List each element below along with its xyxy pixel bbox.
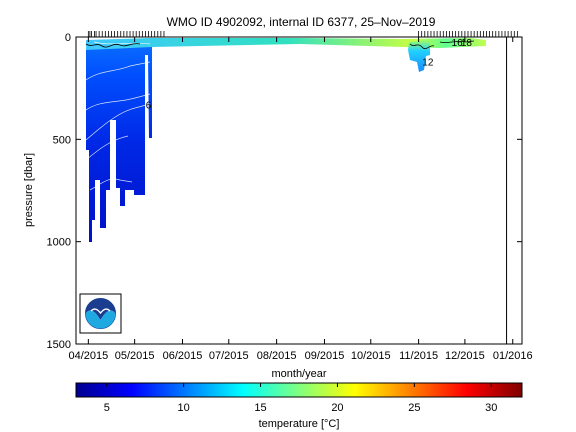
colorbar-tick-label: 30 bbox=[485, 402, 497, 414]
contour-label: 18 bbox=[461, 38, 473, 49]
y-tick-label: 1000 bbox=[47, 237, 71, 249]
colorbar-tick-label: 20 bbox=[331, 402, 343, 414]
x-tick-label: 06/2015 bbox=[163, 350, 203, 362]
noaa-logo bbox=[79, 293, 122, 334]
colorbar-ticks: 5 10 15 20 25 30 bbox=[104, 383, 497, 414]
logo-gull bbox=[90, 308, 111, 315]
colorbar-tick-label: 15 bbox=[254, 402, 266, 414]
x-tick-label: 12/2015 bbox=[445, 350, 485, 362]
colorbar-tick-label: 5 bbox=[104, 402, 110, 414]
logo-upper bbox=[85, 298, 116, 320]
x-tick-label: 11/2015 bbox=[399, 350, 438, 362]
y-tick-label: 0 bbox=[65, 32, 71, 44]
logo-lower bbox=[85, 310, 116, 329]
x-tick-label: 04/2015 bbox=[68, 350, 108, 362]
x-axis: 04/2015 05/2015 06/2015 07/2015 08/2015 09/20… bbox=[68, 37, 533, 362]
x-axis-label: month/year bbox=[271, 368, 326, 380]
profile-date-ticks bbox=[87, 31, 518, 37]
chart-title: WMO ID 4902092, internal ID 6377, 25–Nov… bbox=[167, 15, 436, 29]
deep-data-region bbox=[86, 44, 152, 242]
colorbar-ramp bbox=[75, 382, 523, 398]
y-axis-label: pressure [dbar] bbox=[23, 153, 35, 227]
november-patch bbox=[408, 40, 430, 72]
x-tick-label: 10/2015 bbox=[351, 350, 391, 362]
black-contours bbox=[85, 40, 475, 50]
contour-label: 16 bbox=[452, 38, 464, 49]
y-axis: 0 500 1000 1500 bbox=[47, 32, 522, 351]
y-tick-label: 500 bbox=[53, 134, 71, 146]
x-tick-label: 08/2015 bbox=[257, 350, 297, 362]
plot-frame bbox=[75, 36, 523, 345]
colorbar-tick-label: 10 bbox=[178, 402, 190, 414]
y-tick-label: 1500 bbox=[47, 339, 71, 351]
contour-label: 6 bbox=[146, 101, 152, 112]
colorbar: 5 10 15 20 25 30 temperature [°C] bbox=[75, 382, 523, 430]
colorbar-label: temperature [°C] bbox=[259, 418, 340, 430]
x-tick-label: 09/2015 bbox=[305, 350, 345, 362]
contour-lines bbox=[85, 41, 151, 191]
temperature-field bbox=[85, 38, 486, 242]
colorbar-tick-label: 25 bbox=[408, 402, 420, 414]
contour-label: 12 bbox=[422, 58, 434, 69]
surface-band bbox=[86, 38, 486, 50]
x-tick-label: 05/2015 bbox=[115, 350, 155, 362]
x-tick-label: 01/2016 bbox=[493, 350, 533, 362]
x-tick-label: 07/2015 bbox=[209, 350, 249, 362]
